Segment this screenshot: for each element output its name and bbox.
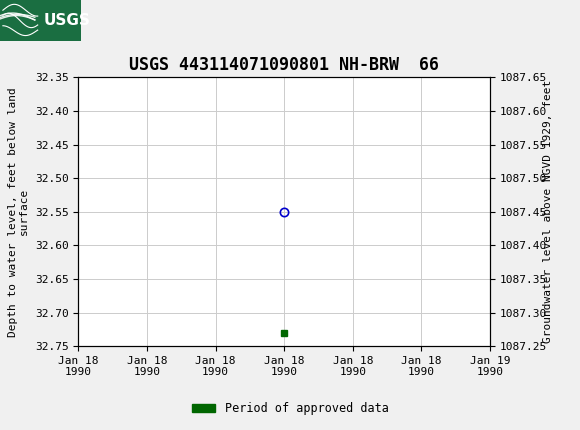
- Text: USGS: USGS: [44, 13, 90, 28]
- Legend: Period of approved data: Period of approved data: [187, 397, 393, 420]
- Y-axis label: Depth to water level, feet below land
surface: Depth to water level, feet below land su…: [8, 87, 29, 337]
- Title: USGS 443114071090801 NH-BRW  66: USGS 443114071090801 NH-BRW 66: [129, 56, 439, 74]
- Y-axis label: Groundwater level above NGVD 1929, feet: Groundwater level above NGVD 1929, feet: [543, 80, 553, 344]
- FancyBboxPatch shape: [0, 0, 81, 41]
